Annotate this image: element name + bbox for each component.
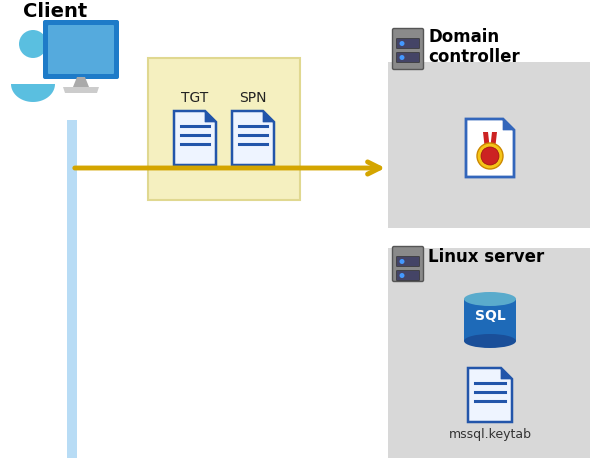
Polygon shape (174, 111, 216, 165)
Polygon shape (483, 132, 490, 150)
FancyBboxPatch shape (392, 247, 424, 281)
Polygon shape (63, 87, 99, 93)
Circle shape (400, 41, 404, 46)
Polygon shape (490, 132, 497, 150)
FancyBboxPatch shape (43, 20, 119, 79)
Polygon shape (67, 120, 77, 458)
FancyBboxPatch shape (397, 256, 419, 266)
Text: SQL: SQL (475, 309, 505, 323)
FancyBboxPatch shape (397, 271, 419, 280)
Text: Client: Client (23, 2, 87, 21)
Circle shape (400, 259, 404, 264)
Ellipse shape (464, 292, 516, 306)
Polygon shape (468, 368, 512, 422)
FancyBboxPatch shape (397, 38, 419, 49)
FancyBboxPatch shape (388, 62, 590, 228)
Ellipse shape (464, 334, 516, 348)
Circle shape (400, 55, 404, 60)
Circle shape (481, 147, 499, 165)
Polygon shape (232, 111, 274, 165)
FancyBboxPatch shape (388, 248, 590, 458)
Polygon shape (466, 119, 514, 177)
FancyBboxPatch shape (397, 52, 419, 63)
Text: mssql.keytab: mssql.keytab (449, 428, 532, 441)
Text: Domain
controller: Domain controller (428, 28, 520, 66)
Text: Linux server: Linux server (428, 248, 544, 266)
FancyBboxPatch shape (464, 299, 516, 341)
Polygon shape (11, 84, 55, 102)
FancyBboxPatch shape (48, 25, 114, 74)
Polygon shape (501, 368, 512, 379)
Polygon shape (263, 111, 274, 122)
Text: TGT: TGT (181, 91, 209, 105)
FancyBboxPatch shape (148, 58, 300, 200)
Circle shape (400, 273, 404, 278)
FancyBboxPatch shape (392, 29, 424, 70)
Circle shape (19, 30, 47, 58)
Text: SPN: SPN (239, 91, 267, 105)
Circle shape (477, 143, 503, 169)
Polygon shape (503, 119, 514, 130)
Polygon shape (73, 77, 89, 87)
Polygon shape (205, 111, 216, 122)
